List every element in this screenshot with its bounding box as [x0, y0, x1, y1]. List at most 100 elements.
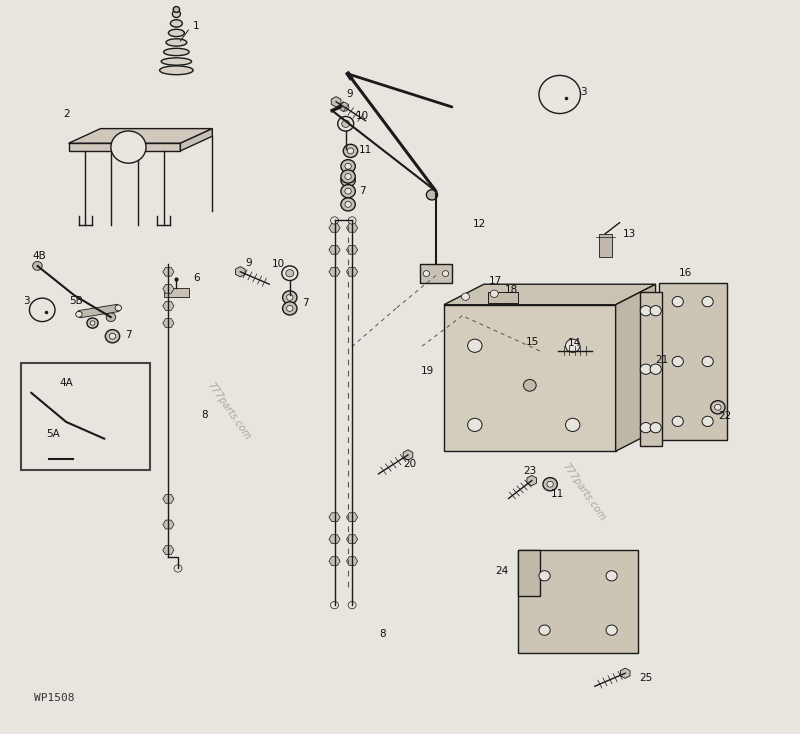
Bar	[639, 292, 662, 446]
Circle shape	[100, 435, 110, 443]
Polygon shape	[56, 440, 97, 451]
Circle shape	[341, 173, 355, 186]
Circle shape	[87, 318, 98, 328]
Text: 17: 17	[490, 276, 502, 286]
Text: 3: 3	[580, 87, 587, 98]
Circle shape	[110, 333, 116, 339]
Text: 21: 21	[655, 355, 669, 365]
Text: 777parts.com: 777parts.com	[205, 380, 252, 442]
Circle shape	[286, 294, 293, 300]
Ellipse shape	[164, 48, 189, 56]
Circle shape	[490, 290, 498, 297]
Circle shape	[543, 478, 558, 491]
Ellipse shape	[170, 20, 182, 27]
Circle shape	[702, 297, 714, 307]
Text: 20: 20	[403, 459, 416, 469]
Text: 8: 8	[379, 629, 386, 639]
Text: 16: 16	[678, 268, 692, 278]
Circle shape	[672, 357, 683, 367]
Circle shape	[640, 364, 651, 374]
Bar	[599, 233, 612, 257]
Circle shape	[702, 416, 714, 426]
Circle shape	[330, 601, 338, 608]
Circle shape	[341, 160, 355, 173]
Polygon shape	[78, 305, 119, 318]
Circle shape	[330, 217, 338, 224]
Circle shape	[345, 164, 351, 170]
Circle shape	[650, 364, 662, 374]
Circle shape	[347, 148, 354, 154]
Text: 18: 18	[505, 285, 518, 295]
Text: 5B: 5B	[70, 296, 83, 306]
Bar	[658, 283, 726, 440]
Circle shape	[342, 120, 350, 128]
Text: 7: 7	[125, 330, 132, 341]
Circle shape	[286, 269, 294, 277]
Circle shape	[539, 344, 554, 357]
Circle shape	[672, 297, 683, 307]
Text: 24: 24	[494, 566, 508, 575]
Circle shape	[650, 305, 662, 316]
Text: 5A: 5A	[46, 429, 59, 440]
Bar	[488, 291, 518, 303]
Circle shape	[426, 189, 438, 200]
Polygon shape	[444, 284, 655, 305]
Circle shape	[343, 145, 358, 158]
Circle shape	[523, 379, 536, 391]
Circle shape	[282, 302, 297, 315]
Ellipse shape	[166, 39, 186, 46]
Circle shape	[348, 601, 356, 608]
Circle shape	[341, 184, 355, 197]
Text: 11: 11	[550, 489, 564, 498]
Circle shape	[539, 625, 550, 636]
Circle shape	[566, 418, 580, 432]
Text: WP1508: WP1508	[34, 693, 74, 703]
Circle shape	[111, 131, 146, 163]
Circle shape	[672, 416, 683, 426]
Circle shape	[423, 271, 430, 277]
Circle shape	[539, 76, 581, 114]
Ellipse shape	[169, 29, 184, 37]
Ellipse shape	[173, 7, 179, 12]
Circle shape	[93, 441, 99, 447]
Text: 1: 1	[193, 21, 200, 32]
Text: 8: 8	[201, 410, 208, 420]
Circle shape	[26, 388, 36, 397]
Ellipse shape	[162, 58, 191, 65]
Circle shape	[106, 313, 116, 321]
Circle shape	[341, 170, 355, 183]
Text: 4A: 4A	[59, 378, 73, 388]
Circle shape	[606, 625, 618, 636]
Ellipse shape	[172, 10, 180, 18]
Circle shape	[345, 177, 351, 183]
Polygon shape	[180, 128, 212, 151]
Circle shape	[650, 423, 662, 433]
Bar	[420, 264, 452, 283]
Text: 13: 13	[622, 229, 636, 239]
Circle shape	[345, 201, 351, 207]
Circle shape	[468, 339, 482, 352]
Circle shape	[76, 311, 82, 317]
Circle shape	[339, 103, 349, 112]
Circle shape	[543, 348, 550, 354]
Text: 15: 15	[526, 337, 539, 347]
Circle shape	[640, 305, 651, 316]
Circle shape	[286, 305, 293, 311]
Bar	[518, 550, 638, 653]
Circle shape	[714, 404, 721, 410]
Circle shape	[547, 482, 554, 487]
Text: 10: 10	[272, 259, 285, 269]
Circle shape	[606, 570, 618, 581]
Circle shape	[338, 117, 354, 131]
Text: 777parts.com: 777parts.com	[560, 461, 607, 523]
Text: 9: 9	[346, 90, 353, 100]
Text: 22: 22	[718, 411, 732, 421]
Circle shape	[54, 445, 60, 451]
Circle shape	[115, 305, 122, 310]
Circle shape	[106, 330, 120, 343]
Bar	[164, 288, 189, 297]
Text: 11: 11	[359, 145, 372, 155]
Circle shape	[539, 570, 550, 581]
Text: 3: 3	[23, 296, 30, 306]
Circle shape	[442, 271, 449, 277]
